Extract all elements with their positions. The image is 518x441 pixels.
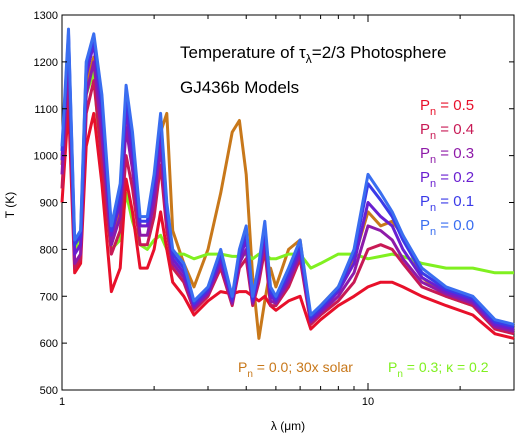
legend-entry-value: = 0.0	[436, 217, 474, 234]
legend-entry-value: = 0.2	[436, 169, 474, 186]
legend-entry: Pn = 0.0	[420, 217, 474, 238]
x-tick-label: 1	[59, 396, 65, 408]
legend-entry-sub: n	[430, 154, 436, 166]
legend-entry: Pn = 0.3	[420, 145, 474, 166]
y-tick-label: 1300	[34, 10, 58, 22]
annotations: Pn = 0.0; 30x solar Pn = 0.3; κ = 0.2	[238, 359, 489, 380]
y-tick-label: 500	[40, 385, 58, 397]
legend-entry-value: = 0.1	[436, 193, 474, 210]
chart-subtitle: GJ436b Models	[180, 78, 299, 97]
legend-entry-name: P	[420, 121, 430, 138]
legend-entry: Pn = 0.1	[420, 193, 474, 214]
y-tick-label: 1100	[34, 104, 58, 116]
legend-entry-name: P	[420, 217, 430, 234]
annotation-name: P	[238, 359, 247, 375]
x-axis: 1 10	[59, 15, 515, 408]
chart-title: Temperature of τλ=2/3 Photosphere	[180, 43, 446, 66]
annotation-entry: Pn = 0.3; κ = 0.2	[388, 359, 489, 380]
y-axis: 500 600 700 800 900 1000 1100 1200 1300	[34, 10, 514, 397]
legend-entry-value: = 0.4	[436, 121, 474, 138]
x-tick-label: 10	[362, 396, 374, 408]
annotation-name: P	[388, 359, 397, 375]
legend-entry-sub: n	[430, 130, 436, 142]
chart-title-main: Temperature of τ	[180, 43, 306, 62]
legend-entry-value: = 0.5	[436, 97, 474, 114]
y-tick-label: 800	[40, 244, 58, 256]
legend-entry: Pn = 0.2	[420, 169, 474, 190]
annotation-value: = 0.0; 30x solar	[253, 359, 353, 375]
legend-entry-name: P	[420, 169, 430, 186]
legend-entry-sub: n	[430, 106, 436, 118]
chart-title-rest: =2/3 Photosphere	[312, 43, 447, 62]
chart-title-sub: λ	[306, 52, 312, 66]
annotation-entry: Pn = 0.0; 30x solar	[238, 359, 353, 380]
legend-entry-value: = 0.3	[436, 145, 474, 162]
legend-entry-name: P	[420, 145, 430, 162]
annotation-value: = 0.3; κ = 0.2	[403, 359, 489, 375]
y-tick-label: 1200	[34, 57, 58, 69]
annotation-sub: n	[397, 369, 403, 380]
legend-entry-name: P	[420, 193, 430, 210]
y-axis-label: T (K)	[3, 192, 17, 218]
legend-entry-sub: n	[430, 226, 436, 238]
annotation-sub: n	[247, 369, 253, 380]
x-axis-label: λ (μm)	[271, 419, 305, 433]
series-line-0	[60, 27, 515, 326]
y-tick-label: 600	[40, 338, 58, 350]
y-tick-label: 900	[40, 198, 58, 210]
legend-entry-name: P	[420, 97, 430, 114]
legend-entry-sub: n	[430, 202, 436, 214]
y-tick-label: 1000	[34, 151, 58, 163]
legend-entry: Pn = 0.5	[420, 97, 474, 118]
series-layer	[60, 27, 515, 340]
y-tick-label: 700	[40, 291, 58, 303]
legend-entry: Pn = 0.4	[420, 121, 474, 142]
legend: Pn = 0.5Pn = 0.4Pn = 0.3Pn = 0.2Pn = 0.1…	[420, 97, 474, 238]
legend-entry-sub: n	[430, 178, 436, 190]
